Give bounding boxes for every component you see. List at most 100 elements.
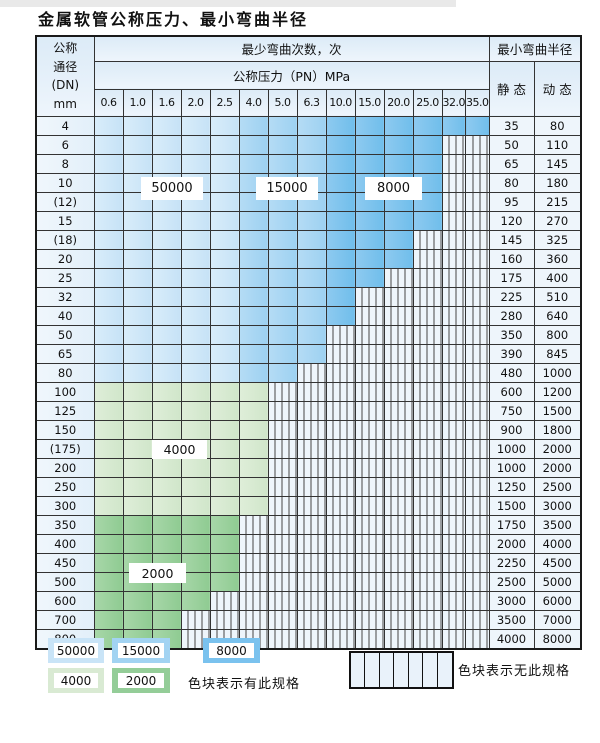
spec-available-cell [296,229,327,250]
spec-unavailable-cell [325,362,356,383]
spec-available-cell [209,419,240,440]
spec-unavailable-cell [441,153,466,174]
spec-unavailable-cell [296,400,327,421]
static-radius-cell: 350 [488,324,535,345]
spec-unavailable-cell [238,590,269,611]
dynamic-radius-cell: 2500 [533,476,582,497]
spec-available-cell [296,210,327,231]
spec-available-cell [296,343,327,364]
spec-available-cell [180,362,211,383]
spec-unavailable-cell [354,438,385,459]
spec-available-cell [267,343,298,364]
spec-unavailable-cell [296,590,327,611]
spec-unavailable-cell [267,571,298,592]
spec-unavailable-cell [465,229,490,250]
spec-unavailable-cell [325,419,356,440]
spec-unavailable-cell [465,400,490,421]
pressure-col-header: 20.0 [383,88,414,117]
spec-unavailable-cell [354,305,385,326]
spec-available-cell [151,153,182,174]
spec-available-cell [412,115,443,136]
dynamic-radius-cell: 845 [533,343,582,364]
spec-unavailable-cell [383,267,414,288]
spec-available-cell [238,305,269,326]
spec-available-cell [151,324,182,345]
spec-unavailable-cell [412,609,443,630]
spec-available-cell [209,533,240,554]
spec-unavailable-cell [296,628,327,649]
spec-available-cell [296,267,327,288]
spec-available-cell [209,400,240,421]
spec-available-cell [151,362,182,383]
spec-unavailable-cell [465,172,490,193]
spec-available-cell [180,514,211,535]
spec-available-cell [151,419,182,440]
spec-available-cell [354,248,385,269]
spec-available-cell [122,400,153,421]
spec-available-cell [93,381,124,402]
spec-available-cell [209,248,240,269]
spec-available-cell [122,381,153,402]
spec-unavailable-cell [412,590,443,611]
spec-available-cell [209,191,240,212]
spec-available-cell [383,134,414,155]
spec-available-cell [325,191,356,212]
spec-available-cell [238,324,269,345]
dn-header-line: (DN) [51,78,80,93]
spec-unavailable-cell [383,495,414,516]
spec-available-cell [209,495,240,516]
table-row: 100 600 1200 [35,381,582,402]
dn-cell: 4 [35,115,95,136]
spec-unavailable-cell [383,400,414,421]
spec-unavailable-cell [296,362,327,383]
spec-available-cell [122,438,153,459]
spec-unavailable-cell [441,495,466,516]
spec-available-cell [209,571,240,592]
spec-unavailable-cell [412,628,443,649]
dn-cell: 40 [35,305,95,326]
spec-unavailable-cell [441,419,466,440]
spec-available-cell [325,267,356,288]
spec-unavailable-cell [412,571,443,592]
spec-unavailable-cell [441,381,466,402]
spec-unavailable-cell [267,495,298,516]
spec-available-cell [209,305,240,326]
spec-available-cell [412,210,443,231]
legend-has-spec-text: 色块表示有此规格 [188,677,301,692]
spec-available-cell [209,324,240,345]
spec-available-cell [296,153,327,174]
spec-available-cell [209,172,240,193]
spec-unavailable-cell [209,590,240,611]
pressure-header: 公称压力（PN）MPa [93,60,490,90]
dynamic-radius-cell: 4500 [533,552,582,573]
spec-available-cell [354,210,385,231]
table-row: 350 1750 3500 [35,514,582,535]
spec-unavailable-cell [412,400,443,421]
static-radius-cell: 1750 [488,514,535,535]
spec-unavailable-cell [267,552,298,573]
dn-cell: 80 [35,362,95,383]
spec-unavailable-cell [267,476,298,497]
spec-unavailable-cell [441,533,466,554]
static-radius-cell: 225 [488,286,535,307]
spec-available-cell [267,134,298,155]
spec-available-cell [93,248,124,269]
dynamic-radius-cell: 1800 [533,419,582,440]
spec-unavailable-cell [412,552,443,573]
spec-unavailable-cell [325,438,356,459]
spec-available-cell [180,495,211,516]
spec-unavailable-cell [267,381,298,402]
spec-available-cell [354,134,385,155]
spec-available-cell [325,172,356,193]
dynamic-radius-cell: 1000 [533,362,582,383]
spec-available-cell [122,495,153,516]
spec-available-cell [325,153,356,174]
spec-available-cell [151,457,182,478]
spec-available-cell [238,495,269,516]
spec-available-cell [93,552,124,573]
spec-available-cell [151,248,182,269]
spec-unavailable-cell [296,533,327,554]
dynamic-radius-cell: 2000 [533,438,582,459]
dn-cell: 200 [35,457,95,478]
spec-unavailable-cell [465,495,490,516]
